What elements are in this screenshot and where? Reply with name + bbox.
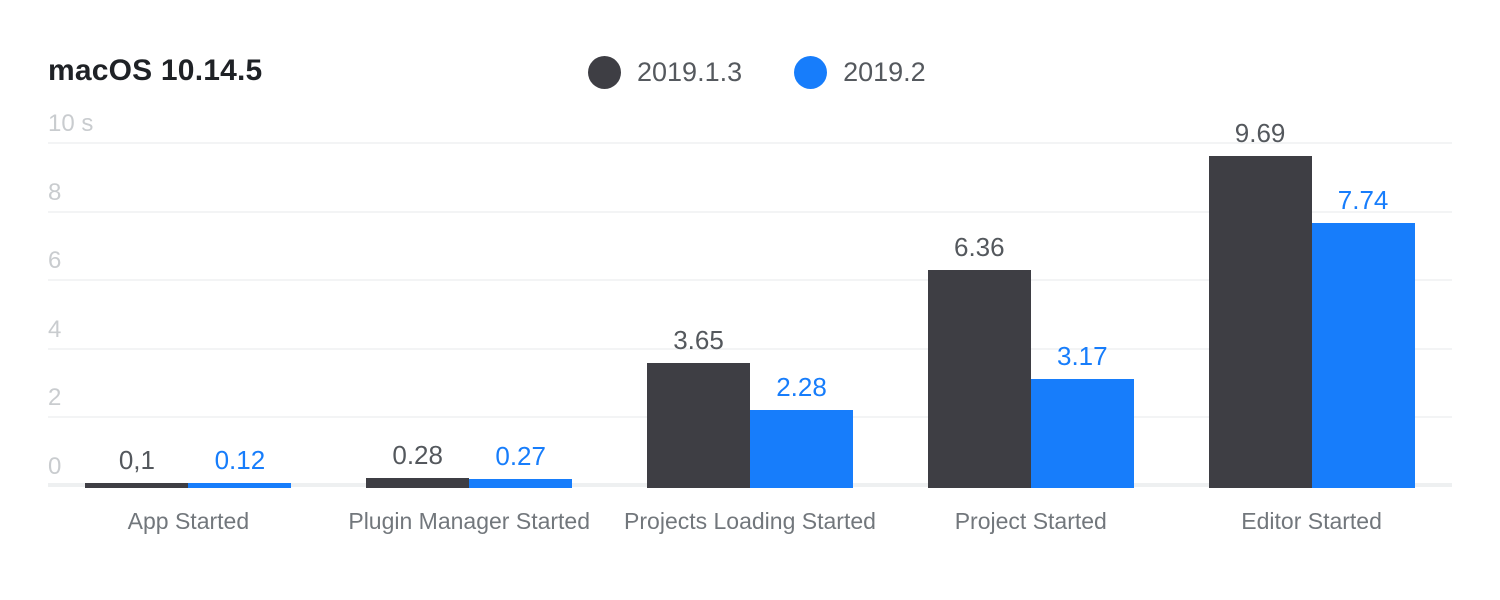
y-tick-label-2: 2	[48, 384, 62, 412]
category-label-projects-loading-started: Projects Loading Started	[624, 508, 876, 534]
legend-dot-2019-1-3-icon	[588, 55, 621, 89]
bar-2019-1-3-projects-loading-started	[647, 362, 750, 488]
legend-dot-2019-2-icon	[794, 55, 828, 89]
bar-value-2019-1-3-projects-loading-started: 3.65	[673, 324, 724, 355]
chart-title: macOS 10.14.5	[48, 54, 263, 87]
bar-value-2019-2-app-started: 0.12	[214, 445, 266, 475]
legend-label: 2019.2	[843, 56, 926, 87]
legend-label: 2019.1.3	[637, 56, 743, 87]
bar-value-2019-1-3-editor-started: 9.69	[1234, 117, 1286, 148]
y-tick-label-10: 10 s	[48, 110, 94, 137]
bar-2019-2-project-started	[1030, 379, 1134, 488]
bar-2019-2-plugin-manager-started	[469, 478, 573, 488]
category-label-project-started: Project Started	[954, 508, 1107, 534]
bar-2019-1-3-project-started	[927, 269, 1031, 488]
legend-item-2019-1-3: 2019.1.3	[588, 55, 743, 89]
bar-2019-2-projects-loading-started	[750, 409, 853, 488]
legend: 2019.1.3 2019.2	[588, 55, 926, 89]
bar-2019-1-3-editor-started	[1208, 155, 1312, 488]
gridline-6	[48, 279, 1452, 282]
category-label-editor-started: Editor Started	[1241, 508, 1382, 534]
legend-item-2019-2: 2019.2	[794, 55, 926, 89]
bar-2019-2-editor-started	[1311, 222, 1415, 488]
category-label-plugin-manager-started: Plugin Manager Started	[348, 508, 591, 534]
bar-2019-1-3-app-started	[85, 483, 189, 488]
bar-value-2019-2-plugin-manager-started: 0.27	[495, 440, 546, 471]
gridline-8	[48, 210, 1452, 213]
bar-value-2019-1-3-project-started: 6.36	[953, 231, 1005, 262]
bar-value-2019-1-3-plugin-manager-started: 0.28	[392, 440, 443, 471]
gridline-10	[48, 142, 1452, 144]
y-tick-label-6: 6	[48, 247, 62, 275]
category-label-app-started: App Started	[127, 508, 250, 534]
y-tick-label-4: 4	[48, 315, 62, 343]
bar-value-2019-2-editor-started: 7.74	[1337, 184, 1389, 215]
bar-value-2019-1-3-app-started: 0,1	[118, 445, 155, 475]
y-tick-label-0: 0	[48, 453, 62, 480]
bar-value-2019-2-projects-loading-started: 2.28	[776, 371, 827, 402]
gridline-4	[48, 347, 1452, 350]
bar-value-2019-2-project-started: 3.17	[1056, 341, 1108, 372]
y-tick-label-8: 8	[48, 178, 62, 206]
bar-2019-1-3-plugin-manager-started	[366, 478, 470, 488]
bar-2019-2-app-started	[188, 483, 292, 488]
